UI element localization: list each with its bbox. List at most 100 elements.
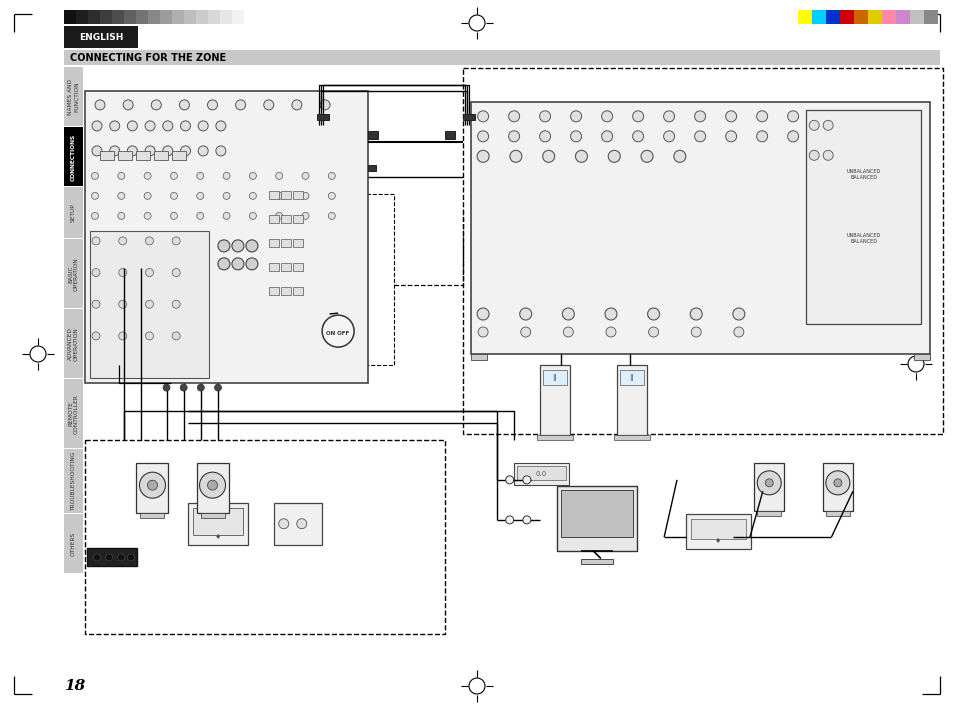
Circle shape (756, 131, 767, 142)
Circle shape (690, 308, 701, 320)
Circle shape (232, 258, 244, 270)
Bar (811, 10, 825, 24)
Circle shape (632, 131, 643, 142)
Bar (614, 435, 649, 440)
Bar (193, 508, 243, 535)
Bar (514, 463, 568, 485)
Circle shape (148, 480, 157, 490)
Bar (619, 370, 643, 385)
Bar (368, 165, 375, 171)
Bar (64, 239, 83, 308)
Bar (445, 131, 455, 139)
Circle shape (808, 150, 819, 160)
Circle shape (833, 479, 841, 487)
Circle shape (302, 172, 309, 179)
Circle shape (128, 121, 137, 131)
Circle shape (601, 131, 612, 142)
Bar (64, 10, 76, 24)
Bar (617, 365, 646, 435)
Circle shape (477, 131, 488, 142)
Circle shape (179, 100, 190, 110)
Bar (316, 114, 329, 120)
Circle shape (215, 146, 226, 156)
Text: ADVANCED
OPERATION: ADVANCED OPERATION (68, 327, 79, 361)
Circle shape (808, 120, 819, 130)
Circle shape (825, 471, 849, 495)
Bar (542, 370, 566, 385)
Circle shape (144, 212, 151, 219)
Circle shape (328, 193, 335, 200)
Circle shape (196, 193, 204, 200)
Circle shape (198, 121, 208, 131)
Bar (805, 110, 920, 324)
Circle shape (508, 111, 519, 122)
Circle shape (145, 237, 153, 245)
Circle shape (144, 193, 151, 200)
Bar (220, 10, 232, 24)
Circle shape (172, 237, 180, 245)
Circle shape (128, 554, 134, 561)
Circle shape (144, 172, 151, 179)
Circle shape (117, 193, 125, 200)
Bar (882, 10, 895, 24)
Circle shape (505, 476, 513, 484)
Circle shape (217, 258, 230, 270)
Bar (293, 191, 303, 199)
Circle shape (787, 111, 798, 122)
Bar (293, 287, 303, 295)
Circle shape (180, 384, 187, 391)
Circle shape (171, 172, 177, 179)
Circle shape (196, 172, 204, 179)
Bar (462, 68, 942, 434)
Bar (136, 10, 148, 24)
Circle shape (145, 121, 155, 131)
Bar (85, 91, 368, 382)
Bar (825, 10, 840, 24)
Circle shape (764, 479, 773, 487)
Circle shape (476, 308, 489, 320)
Circle shape (575, 150, 587, 162)
Circle shape (172, 268, 180, 277)
Circle shape (519, 308, 531, 320)
Bar (153, 151, 168, 160)
Circle shape (275, 212, 282, 219)
Text: ENGLISH: ENGLISH (79, 33, 123, 42)
Circle shape (302, 193, 309, 200)
Circle shape (647, 308, 659, 320)
Circle shape (725, 111, 736, 122)
Circle shape (249, 172, 256, 179)
Bar (64, 26, 138, 48)
Circle shape (145, 146, 155, 156)
Bar (200, 513, 224, 518)
Text: REMOTE
CONTROLLER: REMOTE CONTROLLER (68, 394, 79, 434)
Text: CONNECTING FOR THE ZONE: CONNECTING FOR THE ZONE (70, 53, 226, 63)
Bar (172, 10, 184, 24)
Bar (757, 510, 781, 515)
Circle shape (91, 300, 100, 308)
Circle shape (787, 131, 798, 142)
Circle shape (732, 308, 744, 320)
Bar (269, 215, 278, 223)
Bar (100, 10, 112, 24)
Circle shape (275, 193, 282, 200)
Bar (471, 103, 929, 354)
Circle shape (278, 519, 289, 529)
Circle shape (249, 212, 256, 219)
Circle shape (522, 516, 530, 524)
Text: ON OFF: ON OFF (326, 331, 350, 336)
Circle shape (328, 212, 335, 219)
Circle shape (880, 111, 891, 122)
Circle shape (849, 111, 860, 122)
Bar (913, 354, 929, 360)
Bar (100, 151, 113, 160)
Bar (690, 519, 745, 539)
Text: SETUP: SETUP (71, 204, 76, 222)
Bar (188, 503, 248, 544)
Circle shape (91, 146, 102, 156)
Bar (909, 10, 923, 24)
Bar (184, 10, 195, 24)
Circle shape (232, 240, 244, 252)
Text: ||: || (629, 374, 634, 381)
Text: CONNECTIONS: CONNECTIONS (71, 133, 76, 181)
Circle shape (508, 131, 519, 142)
